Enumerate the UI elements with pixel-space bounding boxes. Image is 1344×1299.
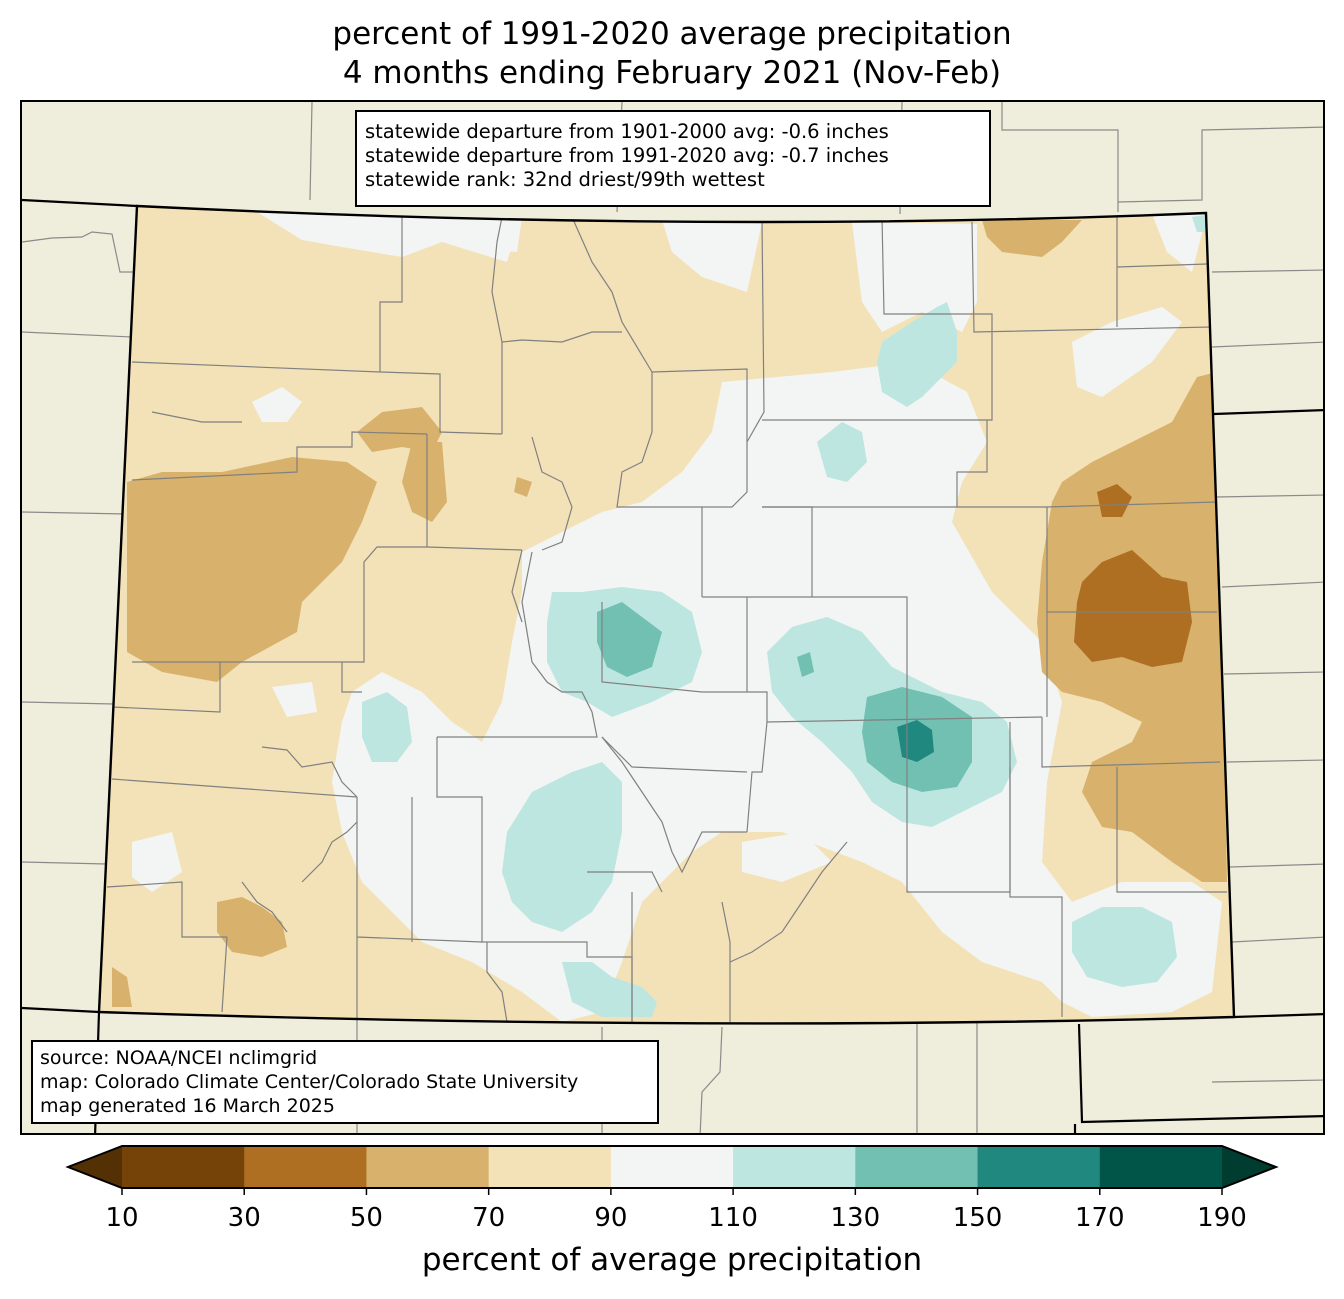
map-generated-line: map generated 16 March 2025 — [40, 1095, 335, 1117]
colorbar-bin-170-190 — [1099, 1146, 1223, 1188]
statewide-stats-box: statewide departure from 1901-2000 avg: … — [355, 110, 991, 207]
colorbar-bin-110-130 — [733, 1146, 856, 1188]
source-line: source: NOAA/NCEI nclimgrid — [40, 1047, 318, 1069]
colorbar — [65, 1145, 1279, 1195]
colorbar-bin-10-30 — [122, 1146, 245, 1188]
precipitation-field — [99, 206, 1234, 1024]
map-title-line-1: percent of 1991-2020 average precipitati… — [332, 16, 1012, 52]
departure-1901-2000: statewide departure from 1901-2000 avg: … — [365, 120, 889, 143]
source-box: source: NOAA/NCEI nclimgrid map: Colorad… — [31, 1040, 659, 1124]
map-canvas — [22, 102, 1323, 1133]
colorbar-tick-label: 90 — [594, 1203, 628, 1233]
map-credit-line: map: Colorado Climate Center/Colorado St… — [40, 1071, 579, 1093]
colorbar-bin-130-150 — [855, 1146, 979, 1188]
colorbar-bin-90-110 — [610, 1146, 734, 1188]
colorbar-under-arrow — [68, 1146, 122, 1188]
neighbor-county-lines — [22, 102, 1323, 1133]
precipitation-map — [20, 100, 1325, 1135]
colorbar-tick-label: 50 — [349, 1203, 383, 1233]
colorbar-tick-label: 170 — [1074, 1203, 1125, 1233]
colorbar-tick-label: 10 — [105, 1203, 139, 1233]
colorbar-bin-70-90 — [488, 1146, 612, 1188]
colorbar-tick-label: 190 — [1197, 1203, 1247, 1233]
colorbar-tick-label: 30 — [227, 1203, 261, 1233]
colorbar-bin-50-70 — [366, 1146, 490, 1188]
colorbar-over-arrow — [1222, 1146, 1276, 1188]
departure-1991-2020: statewide departure from 1991-2020 avg: … — [365, 144, 889, 167]
map-title-line-2: 4 months ending February 2021 (Nov-Feb) — [342, 55, 1002, 91]
colorado-border — [97, 204, 1236, 1025]
colorbar-tick-label: 110 — [708, 1203, 758, 1233]
colorbar-bin-30-50 — [244, 1146, 367, 1188]
colorbar-label: percent of average precipitation — [421, 1242, 923, 1278]
colorbar-tick-label: 70 — [472, 1203, 506, 1233]
colorbar-tick-label: 150 — [952, 1203, 1003, 1233]
colorbar-tick-label: 130 — [830, 1203, 881, 1233]
colorbar-bin-150-170 — [977, 1146, 1101, 1188]
statewide-rank: statewide rank: 32nd driest/99th wettest — [365, 168, 765, 191]
county-lines — [106, 216, 1227, 1023]
